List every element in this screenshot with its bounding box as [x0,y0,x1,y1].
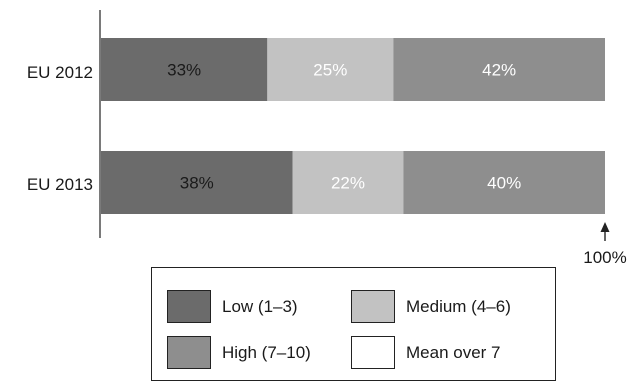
legend-item-high: High (7–10) [167,336,311,369]
category-label-eu-2012: EU 2012 [27,63,93,82]
bar-eu-2013-medium-4-6 [292,151,404,214]
data-label-eu-2012-high-7-10: 42% [482,61,516,80]
data-label-eu-2012-low-1-3: 33% [167,61,201,80]
chart-legend: Low (1–3) Medium (4–6) High (7–10) Mean … [151,267,556,381]
bar-eu-2012-high-7-10 [393,38,605,101]
legend-label-mean-over-7: Mean over 7 [406,342,501,362]
data-label-eu-2013-high-7-10: 40% [487,174,521,193]
hundred-percent-label: 100% [583,248,626,267]
bars-group: 33% 25% 42% 38% 22% 40% [101,38,605,214]
legend-item-mean-over-7: Mean over 7 [351,336,501,369]
legend-label-high: High (7–10) [222,342,311,362]
hundred-percent-marker: 100% [583,222,627,267]
legend-label-medium: Medium (4–6) [406,296,511,316]
category-label-eu-2013: EU 2013 [27,175,93,194]
bar-eu-2012-low-1-3 [101,38,268,101]
data-label-eu-2012-medium-4-6: 25% [313,61,347,80]
legend-item-medium: Medium (4–6) [351,290,511,323]
data-label-eu-2013-low-1-3: 38% [180,174,214,193]
bar-eu-2013-high-7-10 [403,151,605,214]
bar-eu-2012-medium-4-6 [267,38,394,101]
legend-swatch-low [167,290,211,323]
legend-swatch-medium [351,290,395,323]
stacked-bar-chart: EU 2012 EU 2013 33% 25% 42% 38% 22% 40% 100% [27,10,627,267]
bar-eu-2013-low-1-3 [101,151,293,214]
legend-item-low: Low (1–3) [167,290,298,323]
legend-swatch-mean-over-7 [351,336,395,369]
data-label-eu-2013-medium-4-6: 22% [331,174,365,193]
legend-label-low: Low (1–3) [222,296,298,316]
hundred-percent-arrow-head [600,222,610,232]
legend-swatch-high [167,336,211,369]
